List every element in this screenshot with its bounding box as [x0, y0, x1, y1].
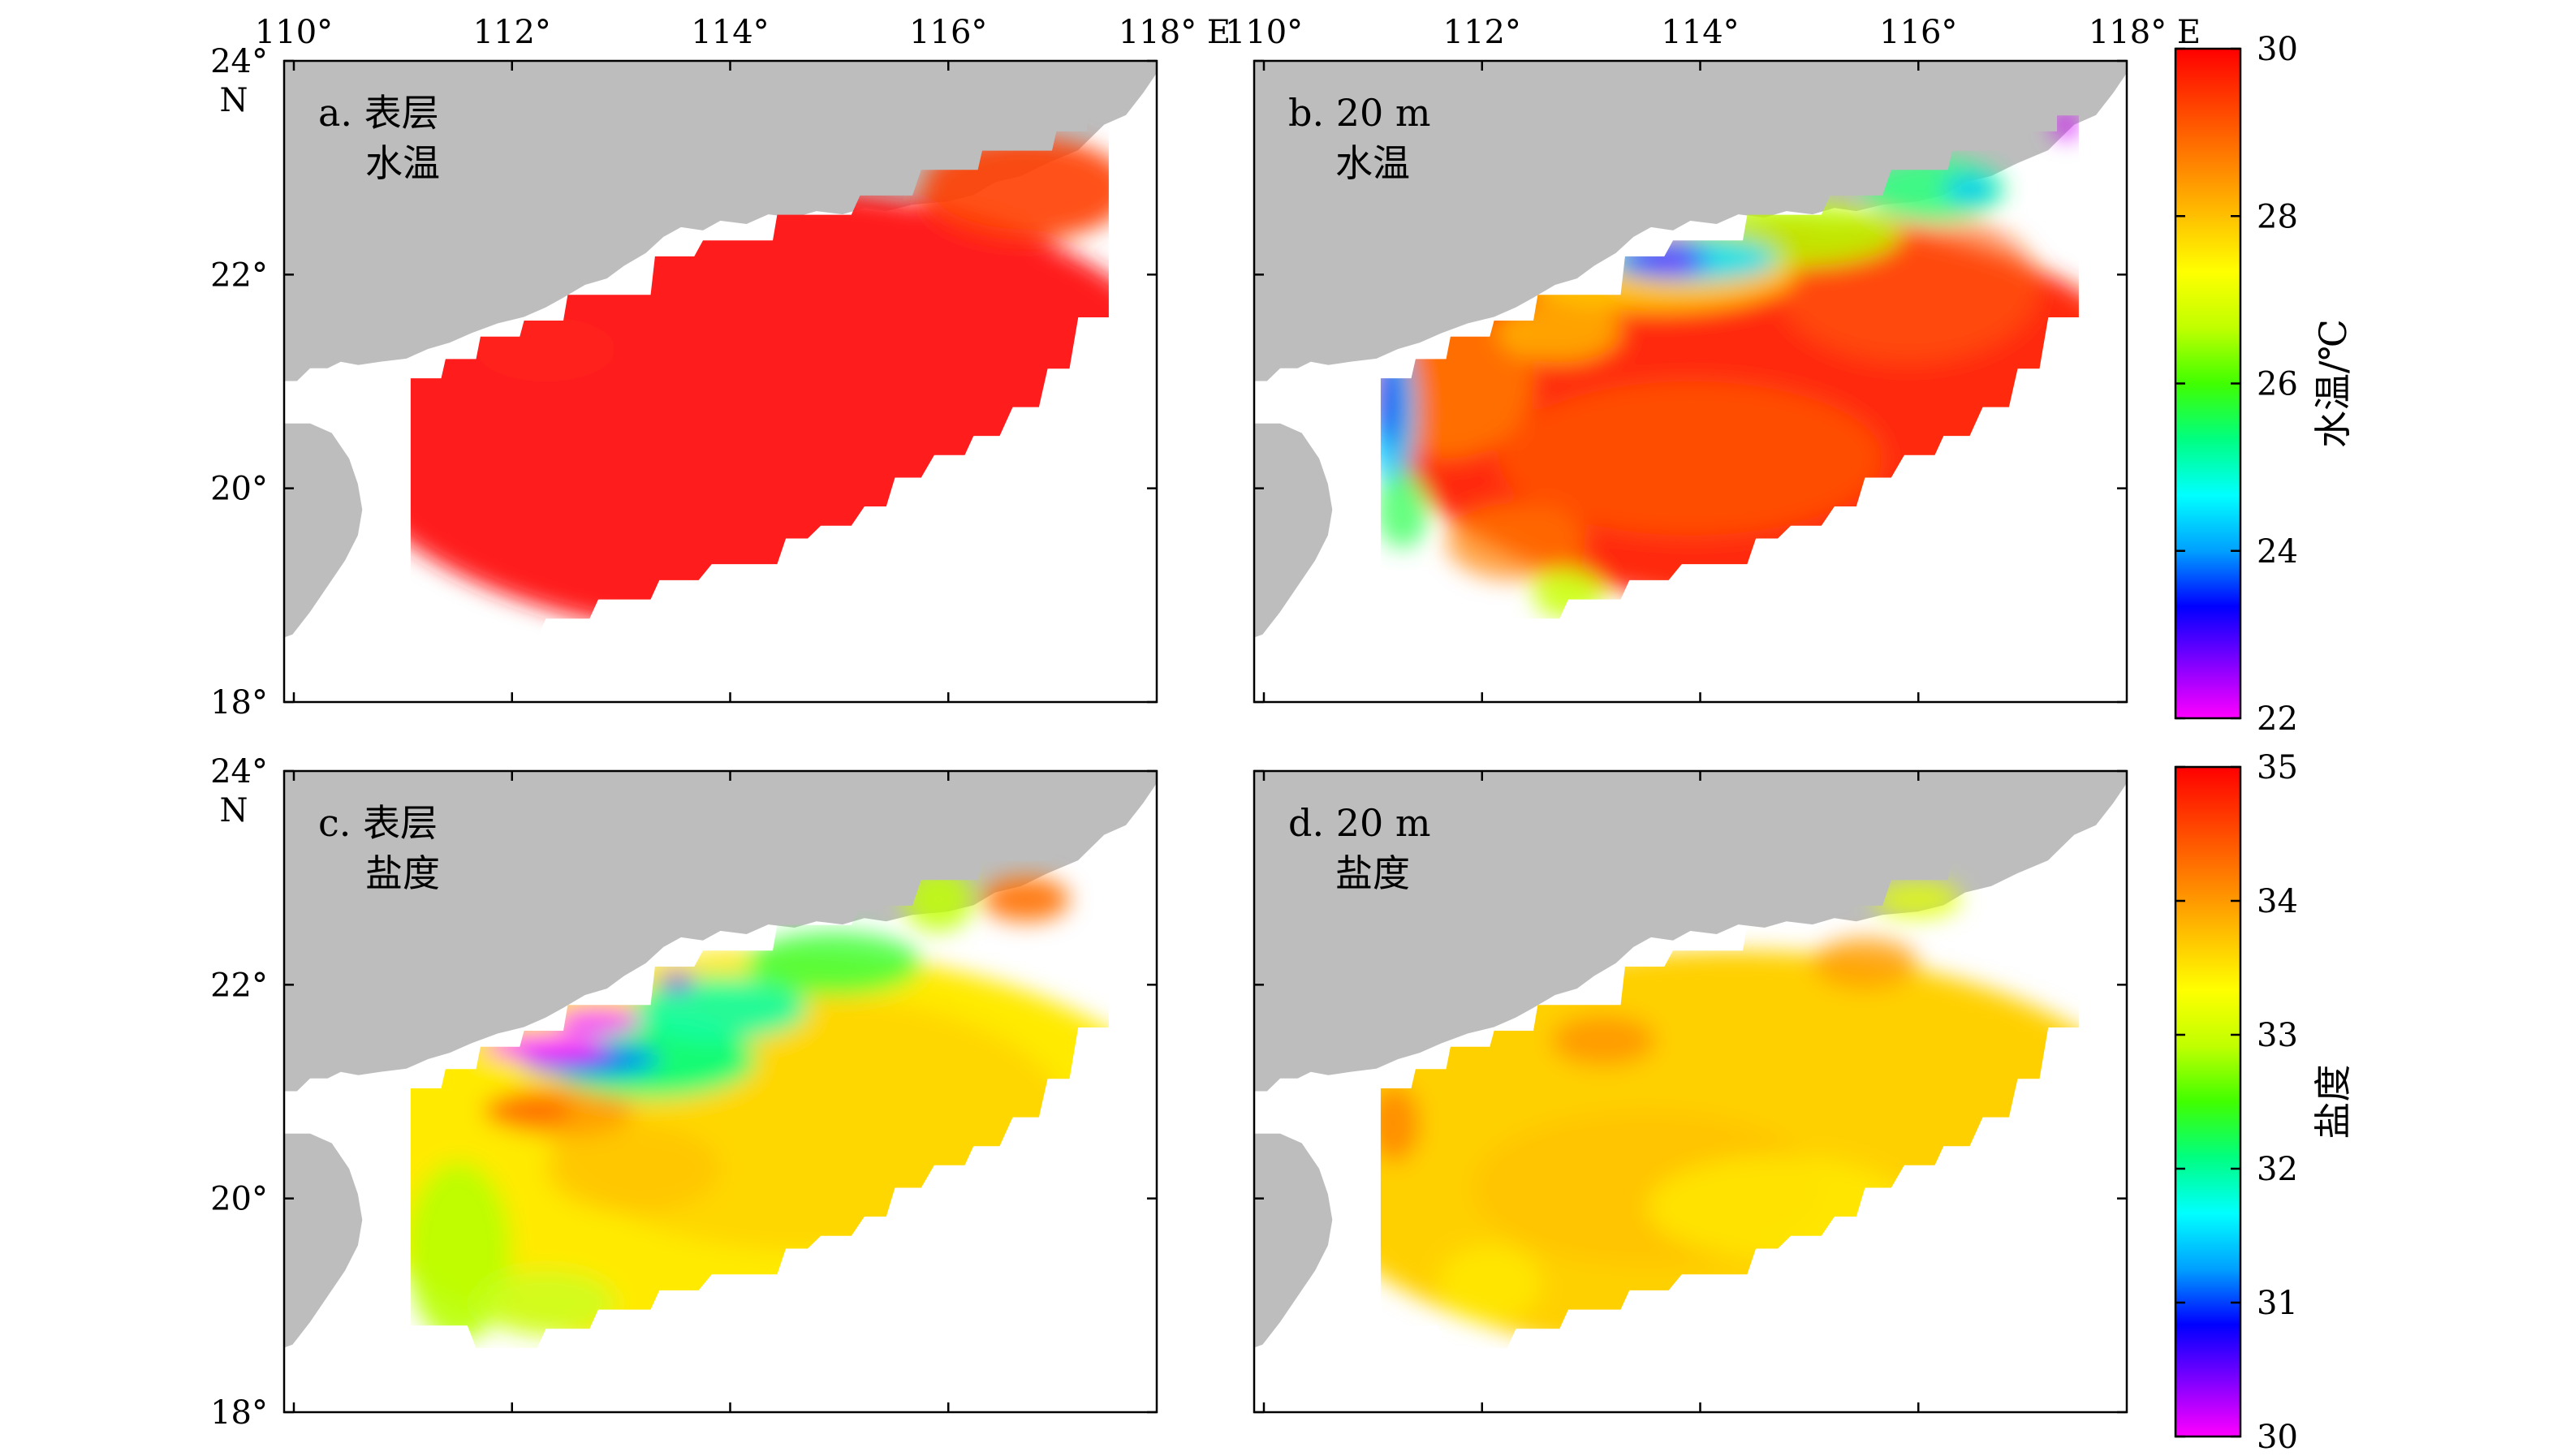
- contour-patch: [545, 1123, 721, 1214]
- contour-patch: [1813, 937, 1917, 989]
- panel-label: b. 20 m: [1288, 91, 1430, 135]
- lat-tick-label: 24°: [210, 753, 268, 790]
- panel-label: a. 表层: [318, 91, 439, 135]
- panel-label: d. 20 m: [1288, 801, 1430, 845]
- colorbar-tick-label: 30: [2257, 31, 2298, 68]
- colorbar-tick-label: 24: [2257, 533, 2298, 571]
- contour-patch: [1865, 157, 2005, 222]
- lon-tick-label: 114°: [1661, 14, 1739, 51]
- panel-label: c. 表层: [318, 801, 438, 845]
- lat-tick-label: 22°: [210, 967, 268, 1004]
- panel-label-variable: 水温: [365, 141, 440, 185]
- lon-tick-label: 112°: [473, 14, 551, 51]
- lat-tick-label: 24°: [210, 43, 268, 80]
- map-panel-a: 110° 112° 114° 116° 118° E 18° 20° 22° 24°N a. 表层…: [210, 14, 1231, 722]
- contour-patch: [1380, 1085, 1421, 1162]
- contour-patch: [633, 976, 808, 1040]
- lat-tick-label: 22°: [210, 256, 268, 294]
- lon-tick-label: 114°: [691, 14, 769, 51]
- colorbar-title: 水温/℃: [2311, 319, 2355, 448]
- colorbar-gradient: [2174, 765, 2242, 1438]
- colorbar-tick-label: 22: [2257, 700, 2298, 738]
- lon-tick-label: 118° E: [2089, 14, 2201, 51]
- colorbar-sal: 30 31 32 33 34 35 盐度: [2174, 749, 2355, 1456]
- colorbar-tick-label: 28: [2257, 198, 2298, 235]
- lat-tick-label: 18°: [210, 1394, 268, 1432]
- contour-patch: [1437, 1245, 1542, 1323]
- colorbar-tick-label: 34: [2257, 883, 2298, 920]
- panel-frame: [1253, 769, 2128, 1414]
- colorbar-tick-label: 32: [2257, 1151, 2298, 1188]
- lat-unit-label: N: [220, 82, 248, 119]
- contour-patch: [1651, 256, 1695, 276]
- lon-tick-label: 110°: [255, 14, 333, 51]
- map-panel-b: 110° 112° 114° 116° 118° E b. 20 m 水温: [1225, 14, 2201, 704]
- land-coastline: [1253, 770, 2128, 1349]
- lon-tick-label: 118° E: [1119, 14, 1231, 51]
- panel-label-variable: 盐度: [1335, 851, 1410, 895]
- colorbar-tick-label: 35: [2257, 749, 2298, 786]
- lat-tick-label: 20°: [210, 1181, 268, 1218]
- contour-patch: [554, 1008, 642, 1034]
- contour-patch: [1380, 471, 1429, 549]
- panel-frame: [282, 59, 1158, 704]
- lon-tick-label: 110°: [1225, 14, 1303, 51]
- contour-patch: [1550, 1014, 1656, 1066]
- panel-label-variable: 水温: [1335, 141, 1410, 185]
- contour-patch: [659, 972, 695, 993]
- contour-patch: [903, 867, 974, 932]
- contour-patch: [494, 1085, 633, 1137]
- contour-patch: [1874, 880, 1961, 919]
- lon-tick-label: 116°: [909, 14, 987, 51]
- contour-patch: [1446, 503, 1586, 580]
- lat-tick-label: 18°: [210, 684, 268, 722]
- lat-tick-label: 20°: [210, 471, 268, 508]
- contour-patch: [1943, 176, 1996, 202]
- colorbar-tick-label: 26: [2257, 366, 2298, 403]
- lat-unit-label: N: [220, 792, 248, 829]
- colorbar-title: 盐度: [2311, 1065, 2355, 1139]
- contour-patch: [982, 877, 1070, 922]
- panel-frame: [282, 769, 1158, 1414]
- contour-patch: [1498, 381, 1882, 536]
- contour-patch: [746, 931, 921, 996]
- colorbar-temp: 22 24 26 28 30 水温/℃: [2174, 31, 2355, 738]
- map-panel-d: d. 20 m 盐度: [1253, 769, 2128, 1414]
- panel-label-variable: 盐度: [365, 851, 440, 895]
- lon-tick-label: 116°: [1879, 14, 1957, 51]
- contour-patch: [2052, 115, 2079, 138]
- colorbar-tick-label: 31: [2257, 1285, 2298, 1322]
- colorbar-tick-label: 30: [2257, 1419, 2298, 1456]
- panel-frame: [1253, 59, 2128, 704]
- lon-tick-label: 112°: [1443, 14, 1521, 51]
- colorbar-tick-label: 33: [2257, 1017, 2298, 1054]
- contour-patch: [476, 1271, 616, 1336]
